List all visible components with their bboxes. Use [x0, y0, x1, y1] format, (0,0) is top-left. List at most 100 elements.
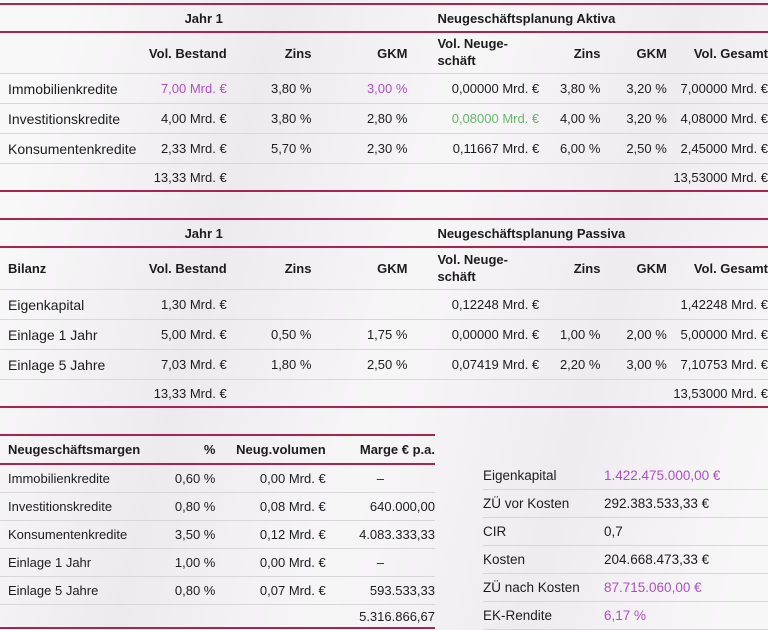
passiva-table: Jahr 1 Neugeschäftsplanung Passiva Bilan…: [0, 218, 768, 408]
col-gkm-neu: GKM: [600, 32, 667, 74]
col-vol-gesamt: Vol. Gesamt: [666, 247, 768, 290]
margen-total-row: 5.316.866,67: [0, 604, 435, 629]
row-label: Konsumentenkredite: [0, 133, 143, 164]
kpi-label: EK-Rendite: [483, 608, 553, 623]
kpi-row-zue-nach-kosten: ZÜ nach Kosten 87.715.060,00 €: [483, 574, 768, 602]
col-gkm: GKM: [311, 32, 408, 74]
aktiva-section-header: Neugeschäftsplanung Aktiva: [407, 3, 768, 33]
cell-neug-volumen: 0,12 Mrd. €: [215, 520, 326, 549]
total-vol-bestand: 13,33 Mrd. €: [142, 163, 227, 192]
cell-zins-neu: 6,00 %: [539, 133, 601, 164]
aktiva-table: Jahr 1 Neugeschäftsplanung Aktiva Vol. B…: [0, 3, 768, 192]
cell-prozent: 1,00 %: [152, 548, 216, 577]
cell-vol-gesamt: 2,45000 Mrd. €: [666, 133, 768, 164]
cell-neug-volumen: 0,00 Mrd. €: [215, 548, 326, 577]
kpi-label: CIR: [483, 524, 507, 539]
cell-vol-neugeschaeft: 0,11667 Mrd. €: [407, 133, 540, 164]
cell-zins-neu: 2,20 %: [539, 349, 601, 380]
cell-empty: [226, 163, 312, 192]
cell-empty: [600, 163, 667, 192]
col-vol-neugeschaeft: Vol. Neuge-schäft: [407, 247, 540, 290]
aktiva-column-header-row: Vol. Bestand Zins GKM Vol. Neuge-schäft …: [0, 32, 768, 74]
cell-prozent: 0,80 %: [152, 576, 216, 605]
cell-zins-neu: 1,00 %: [539, 319, 601, 350]
cell-vol-bestand: 4,00 Mrd. €: [142, 103, 227, 134]
kpi-row-kosten: Kosten 204.668.473,33 €: [483, 546, 768, 574]
total-vol-gesamt: 13,53000 Mrd. €: [666, 163, 768, 192]
passiva-total-row: 13,33 Mrd. € 13,53000 Mrd. €: [0, 379, 768, 408]
total-vol-gesamt: 13,53000 Mrd. €: [666, 379, 768, 408]
cell-gkm: 1,75 %: [311, 319, 408, 350]
cell-empty: [152, 604, 216, 629]
cell-prozent: 0,60 %: [152, 464, 216, 493]
cell-gkm-neu: 3,00 %: [600, 349, 667, 380]
cell-vol-gesamt: 7,00000 Mrd. €: [666, 73, 768, 104]
kpi-value: 87.715.060,00 €: [604, 580, 702, 595]
row-label: Einlage 1 Jahr: [0, 319, 143, 350]
kpi-value: 204.668.473,33 €: [604, 552, 710, 567]
col-gkm-neu: GKM: [600, 247, 667, 290]
table-row-einlage-5-jahre: Einlage 5 Jahre 0,80 % 0,07 Mrd. € 593.5…: [0, 576, 435, 605]
col-vol-neugeschaeft-label: Vol. Neuge-schäft: [437, 251, 508, 284]
table-row-einlage-5-jahre: Einlage 5 Jahre 7,03 Mrd. € 1,80 % 2,50 …: [0, 349, 768, 380]
table-row-konsumentenkredite: Konsumentenkredite 3,50 % 0,12 Mrd. € 4.…: [0, 520, 435, 549]
aktiva-band-row: Jahr 1 Neugeschäftsplanung Aktiva: [0, 3, 768, 33]
cell-prozent: 3,50 %: [152, 520, 216, 549]
kpi-row-cir: CIR 0,7: [483, 518, 768, 546]
kpi-label: Eigenkapital: [483, 468, 557, 483]
table-row-konsumentenkredite: Konsumentenkredite 2,33 Mrd. € 5,70 % 2,…: [0, 133, 768, 164]
cell-empty: [311, 379, 408, 408]
col-vol-neugeschaeft-label: Vol. Neuge-schäft: [437, 36, 508, 68]
cell-empty: [215, 604, 326, 629]
cell-marge: 4.083.333,33: [325, 520, 435, 549]
cell-vol-gesamt: 1,42248 Mrd. €: [666, 289, 768, 320]
kpi-value: 0,7: [604, 524, 623, 539]
cell-vol-bestand: 7,03 Mrd. €: [142, 349, 227, 380]
table-row-eigenkapital: Eigenkapital 1,30 Mrd. € 0,12248 Mrd. € …: [0, 289, 768, 320]
col-neugeschaeftsmargen: Neugeschäftsmargen: [0, 434, 153, 465]
kpi-value: 6,17 %: [604, 608, 647, 623]
cell-zins: 5,70 %: [226, 133, 312, 164]
cell-zins-neu: 3,80 %: [539, 73, 601, 104]
cell-zins: 1,80 %: [226, 349, 312, 380]
cell-gkm-neu: 3,20 %: [600, 73, 667, 104]
passiva-period-header: Jahr 1: [0, 218, 408, 248]
cell-vol-neugeschaeft: 0,07419 Mrd. €: [407, 349, 540, 380]
col-zins: Zins: [226, 32, 312, 74]
cell-zins-neu: [539, 289, 601, 320]
row-label: Eigenkapital: [0, 289, 143, 320]
cell-vol-bestand: 2,33 Mrd. €: [142, 133, 227, 164]
cell-empty: [407, 163, 540, 192]
passiva-section-header: Neugeschäftsplanung Passiva: [407, 218, 768, 248]
cell-prozent: 0,80 %: [152, 492, 216, 521]
col-neug-volumen: Neug.volumen: [215, 434, 326, 465]
table-row-immobilienkredite: Immobilienkredite 0,60 % 0,00 Mrd. € –: [0, 464, 435, 493]
cell-vol-gesamt: 7,10753 Mrd. €: [666, 349, 768, 380]
kpi-value: 292.383.533,33 €: [604, 496, 710, 511]
cell-gkm-neu: 2,00 %: [600, 319, 667, 350]
kpi-panel: Eigenkapital 1.422.475.000,00 € ZÜ vor K…: [483, 462, 768, 630]
cell-marge: –: [325, 548, 435, 577]
cell-empty: [311, 163, 408, 192]
cell-zins: 0,50 %: [226, 319, 312, 350]
cell-neug-volumen: 0,07 Mrd. €: [215, 576, 326, 605]
cell-empty: [600, 379, 667, 408]
cell-gkm-neu: 3,20 %: [600, 103, 667, 134]
cell-gkm-neu: [600, 289, 667, 320]
cell-empty: [407, 379, 540, 408]
cell-gkm: 3,00 %: [311, 73, 408, 104]
cell-empty: [539, 379, 601, 408]
col-zins-neu: Zins: [539, 247, 601, 290]
table-row-investitionskredite: Investitionskredite 4,00 Mrd. € 3,80 % 2…: [0, 103, 768, 134]
cell-vol-neugeschaeft: 0,00000 Mrd. €: [407, 319, 540, 350]
passiva-column-header-row: Bilanz Vol. Bestand Zins GKM Vol. Neuge-…: [0, 247, 768, 290]
cell-vol-bestand: 7,00 Mrd. €: [142, 73, 227, 104]
aktiva-total-row: 13,33 Mrd. € 13,53000 Mrd. €: [0, 163, 768, 192]
kpi-value: 1.422.475.000,00 €: [604, 468, 721, 483]
cell-marge: 593.533,33: [325, 576, 435, 605]
cell-zins-neu: 4,00 %: [539, 103, 601, 134]
kpi-row-eigenkapital: Eigenkapital 1.422.475.000,00 €: [483, 462, 768, 490]
cell-vol-neugeschaeft: 0,12248 Mrd. €: [407, 289, 540, 320]
col-gkm: GKM: [311, 247, 408, 290]
row-label: Investitionskredite: [0, 103, 143, 134]
